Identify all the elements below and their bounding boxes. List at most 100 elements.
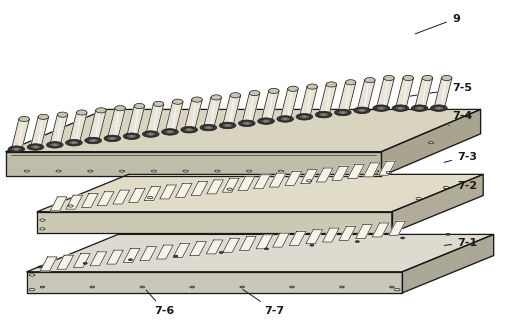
Polygon shape [238,176,255,190]
Ellipse shape [230,93,241,98]
Polygon shape [348,165,364,179]
Ellipse shape [401,237,405,239]
Ellipse shape [184,128,195,132]
Polygon shape [395,78,414,110]
Polygon shape [90,252,107,266]
Polygon shape [256,235,272,249]
Ellipse shape [238,120,255,126]
Polygon shape [323,228,339,242]
Polygon shape [82,193,98,207]
Ellipse shape [395,106,406,110]
Ellipse shape [278,170,283,172]
Polygon shape [357,80,375,111]
Ellipse shape [288,86,298,91]
Ellipse shape [134,103,145,109]
Polygon shape [175,183,192,197]
Ellipse shape [310,170,315,172]
Ellipse shape [246,170,252,172]
Ellipse shape [299,115,310,119]
Ellipse shape [219,251,223,253]
Ellipse shape [444,186,449,188]
Polygon shape [289,231,306,245]
Polygon shape [222,95,241,127]
Ellipse shape [422,75,433,81]
Polygon shape [27,234,494,272]
Ellipse shape [354,107,370,113]
Polygon shape [40,257,57,271]
Polygon shape [332,166,349,180]
Polygon shape [113,190,130,204]
Polygon shape [356,225,372,239]
Polygon shape [301,170,317,184]
Polygon shape [363,163,380,177]
Polygon shape [144,187,161,201]
Ellipse shape [240,286,244,288]
Ellipse shape [165,130,175,134]
Ellipse shape [69,141,79,145]
Polygon shape [160,185,176,199]
Ellipse shape [434,106,444,110]
Polygon shape [129,188,145,202]
Ellipse shape [403,75,414,81]
Polygon shape [140,247,156,261]
Polygon shape [37,212,392,233]
Ellipse shape [190,286,195,288]
Polygon shape [30,117,49,148]
Ellipse shape [437,107,441,109]
Ellipse shape [411,105,428,111]
Polygon shape [392,174,483,233]
Ellipse shape [428,142,434,144]
Ellipse shape [211,95,221,100]
Ellipse shape [56,170,61,172]
Ellipse shape [30,145,41,149]
Ellipse shape [339,286,344,288]
Ellipse shape [386,171,391,174]
Ellipse shape [249,91,260,96]
Polygon shape [191,182,208,196]
Ellipse shape [203,126,213,130]
Ellipse shape [384,75,394,81]
Polygon shape [434,78,452,110]
Polygon shape [74,254,90,268]
Ellipse shape [394,289,400,291]
Ellipse shape [40,286,45,288]
Polygon shape [6,152,381,176]
Ellipse shape [376,106,386,110]
Ellipse shape [38,266,42,268]
Ellipse shape [88,170,93,172]
Polygon shape [184,99,202,131]
Ellipse shape [151,170,156,172]
Text: 7-7: 7-7 [243,289,284,316]
Polygon shape [156,245,173,259]
Ellipse shape [206,126,210,128]
Polygon shape [319,84,337,116]
Ellipse shape [53,144,57,146]
Ellipse shape [341,111,345,113]
Ellipse shape [319,112,329,117]
Ellipse shape [222,123,233,127]
Ellipse shape [338,111,348,115]
Ellipse shape [14,148,18,150]
Polygon shape [316,168,333,182]
Polygon shape [402,234,494,293]
Ellipse shape [76,110,87,115]
Ellipse shape [315,111,332,118]
Polygon shape [299,87,317,118]
Ellipse shape [365,78,375,83]
Ellipse shape [145,132,156,136]
Ellipse shape [127,134,137,138]
Polygon shape [97,192,114,206]
Ellipse shape [83,262,87,264]
Polygon shape [272,233,289,247]
Polygon shape [173,243,190,257]
Polygon shape [254,175,270,189]
Ellipse shape [90,286,95,288]
Ellipse shape [168,131,172,133]
Ellipse shape [441,75,452,81]
Ellipse shape [399,107,403,109]
Ellipse shape [306,180,312,182]
Ellipse shape [417,107,422,109]
Polygon shape [223,238,240,252]
Ellipse shape [183,170,188,172]
Ellipse shape [130,135,134,137]
